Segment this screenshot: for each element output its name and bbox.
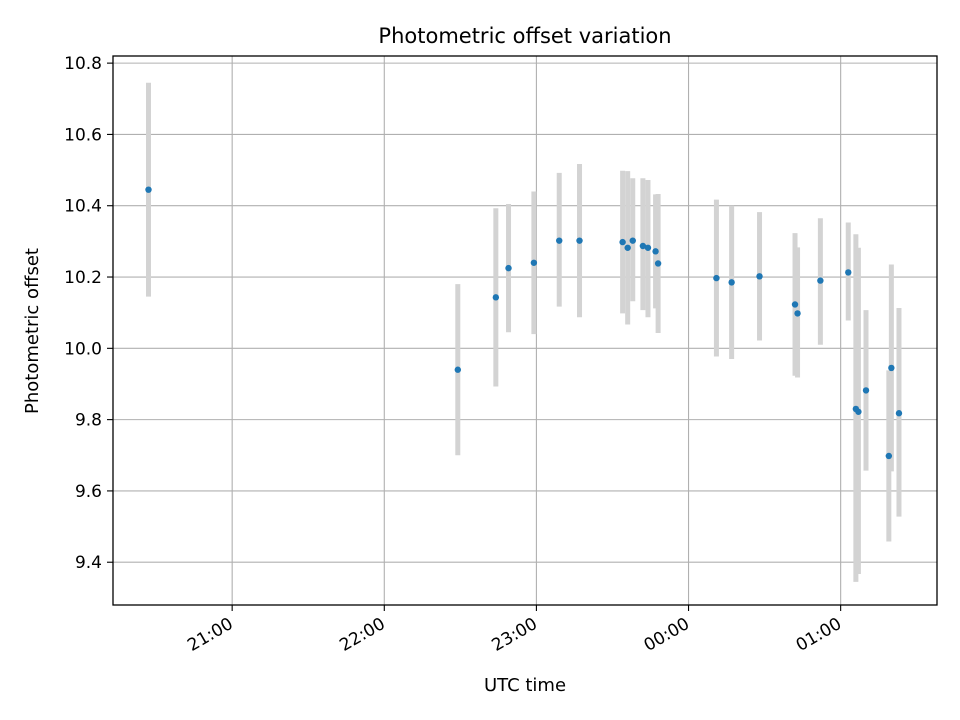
data-point	[629, 237, 636, 244]
data-point	[556, 237, 563, 244]
y-tick-label: 10.8	[64, 54, 102, 74]
data-point	[862, 387, 870, 394]
data-point	[619, 238, 626, 246]
data-point	[145, 186, 152, 193]
y-tick-label: 10.2	[64, 268, 102, 288]
y-tick-label: 9.6	[75, 482, 102, 502]
y-tick-label: 10.6	[64, 125, 102, 145]
data-point	[728, 279, 735, 286]
y-axis-label: Photometric offset	[22, 248, 43, 414]
y-tick-label: 10.4	[64, 197, 102, 217]
data-point	[624, 244, 631, 251]
x-axis-label: UTC time	[484, 675, 566, 696]
data-point	[652, 248, 659, 255]
data-point	[530, 259, 538, 266]
data-point	[492, 294, 500, 301]
data-point	[791, 301, 799, 308]
data-point	[888, 364, 895, 372]
data-point	[713, 274, 720, 282]
data-point	[794, 310, 801, 317]
data-point	[855, 408, 862, 415]
data-point	[644, 244, 652, 251]
data-point	[817, 277, 824, 284]
y-tick-label: 9.4	[75, 553, 102, 573]
data-point	[895, 410, 903, 417]
data-point	[505, 264, 512, 272]
y-tick-label: 10.0	[64, 339, 102, 359]
y-tick-label: 9.8	[75, 411, 102, 431]
data-point	[454, 366, 462, 373]
data-point	[576, 237, 583, 244]
data-point	[654, 260, 662, 267]
data-point	[845, 269, 852, 276]
y-axis-ticks: 9.4 9.6 9.8 10.0 10.2 10.4 10.6 10.8	[64, 54, 113, 573]
chart-title: Photometric offset variation	[378, 24, 671, 48]
data-point	[885, 452, 893, 460]
data-point	[756, 273, 763, 280]
data-points	[145, 186, 903, 460]
plot-frame	[112, 55, 938, 606]
data-point	[639, 242, 647, 250]
